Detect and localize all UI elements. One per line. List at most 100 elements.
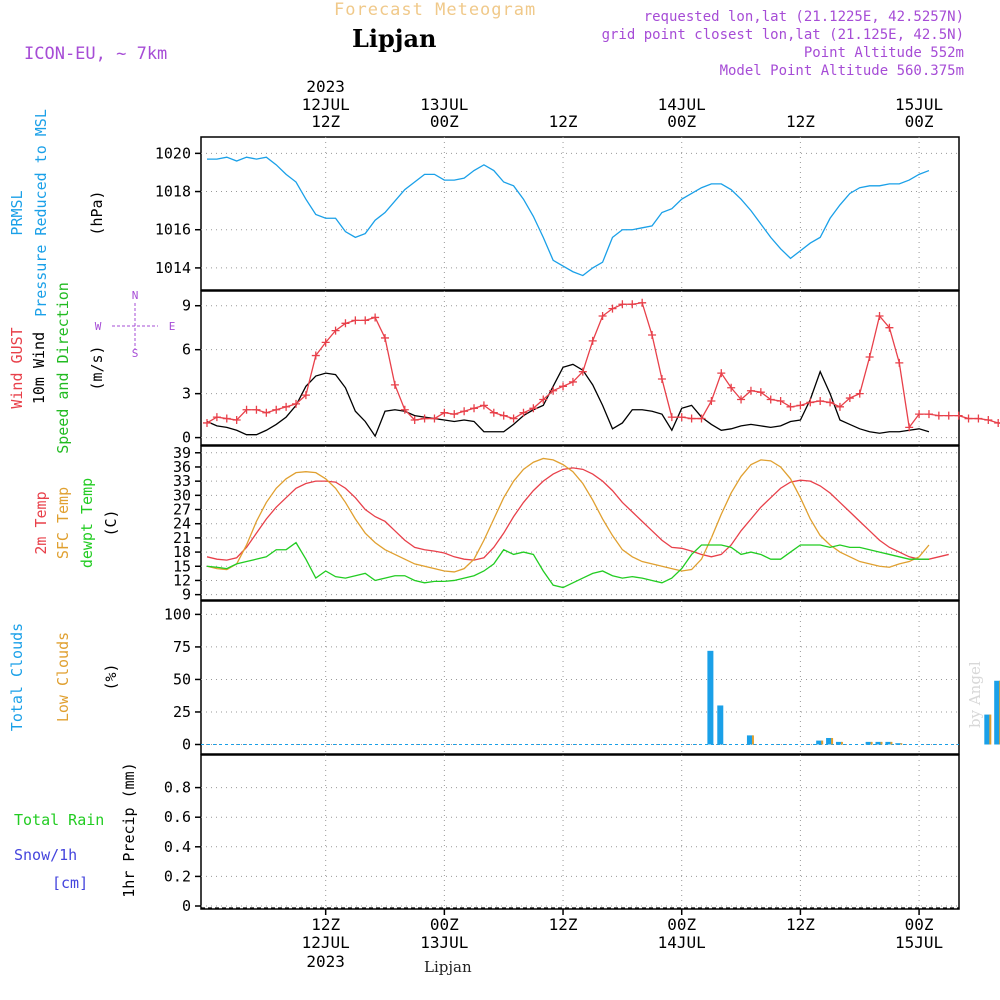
bar-total-clouds [717, 705, 724, 745]
bottom-date-label: 13JUL [420, 933, 468, 952]
gust-point [796, 401, 805, 410]
gust-point [915, 410, 924, 419]
gust-point [341, 319, 350, 328]
ytick-label: 0.8 [164, 779, 191, 797]
panel-frame-5 [200, 754, 960, 910]
gust-point [934, 411, 943, 420]
bar-total-clouds [746, 735, 753, 745]
bottom-time-label: 12Z [786, 915, 815, 934]
gust-point [262, 408, 271, 417]
gust-point [845, 394, 854, 403]
bar-low-clouds [821, 740, 824, 745]
gust-point [440, 408, 449, 417]
ytick-label: 9 [182, 297, 191, 315]
ytick-label: 1014 [155, 259, 191, 277]
model-point-altitude: Model Point Altitude 560.375m [719, 63, 964, 79]
top-date-label: 13JUL [420, 95, 468, 114]
axis-title-10m-wind: 10m Wind [30, 332, 48, 404]
ytick-label: 15 [173, 557, 191, 575]
legend-snow: Snow/1h [14, 846, 77, 864]
bottom-time-label: 00Z [430, 915, 459, 934]
compass-cross [112, 303, 158, 349]
bar-total-clouds [984, 714, 991, 745]
gust-point [618, 300, 627, 309]
grid-lonlat: grid point closest lon,lat (21.125E, 42.… [601, 27, 964, 43]
gust-point [331, 326, 340, 335]
gust-point [489, 408, 498, 417]
ytick-label: 18 [173, 543, 191, 561]
gust-point [519, 408, 528, 417]
gust-point [390, 380, 399, 389]
axis-title-prmsl: PRMSL [8, 190, 26, 235]
ytick-label: 39 [173, 444, 191, 462]
gust-point [549, 386, 558, 395]
panel-frame-4 [200, 600, 960, 755]
gust-point [707, 396, 716, 405]
gust-point [895, 358, 904, 367]
top-date-label: 12JUL [302, 95, 350, 114]
ytick-label: 36 [173, 458, 191, 476]
gust-point [529, 404, 538, 413]
gust-point [964, 414, 973, 423]
gust-point [746, 386, 755, 395]
gust-point [737, 395, 746, 404]
model-label: ICON-EU, ~ 7km [24, 44, 168, 64]
ytick-label: 0.6 [164, 808, 191, 826]
bottom-date-label: 15JUL [895, 933, 943, 952]
ytick-label: 30 [173, 486, 191, 504]
gust-point [272, 405, 281, 414]
ylabel-wind: (m/s) [88, 345, 106, 390]
bar-total-clouds [875, 741, 882, 745]
top-time-label: 00Z [667, 112, 696, 131]
gust-point [232, 416, 241, 425]
legend-snow-unit: [cm] [52, 874, 88, 892]
bar-total-clouds [895, 743, 902, 745]
bar-total-clouds [835, 741, 842, 745]
gust-point [301, 391, 310, 400]
ytick-label: 6 [182, 341, 191, 359]
bar-low-clouds [880, 741, 883, 745]
axis-title-wind-gust: Wind GUST [8, 327, 26, 408]
gust-point [450, 410, 459, 419]
ytick-label: 25 [173, 703, 191, 721]
gust-point [598, 311, 607, 320]
gust-point [865, 353, 874, 362]
ytick-label: 27 [173, 501, 191, 519]
top-date-label: 14JUL [658, 95, 706, 114]
axis-title-dewpt-temp: dewpt Temp [78, 478, 96, 568]
ytick-label: 21 [173, 529, 191, 547]
gust-point [855, 389, 864, 398]
gust-point [717, 369, 726, 378]
bottom-year-label: 2023 [306, 952, 345, 971]
gust-point [578, 367, 587, 376]
ytick-label: 75 [173, 638, 191, 656]
gust-point [499, 411, 508, 420]
gust-point [222, 414, 231, 423]
series-line-sfc-temp [206, 457, 930, 573]
panel-frame-2 [200, 290, 960, 446]
gust-point [994, 418, 1000, 427]
gust-point [430, 414, 439, 423]
top-time-label: 12Z [549, 112, 578, 131]
compass-e: E [169, 320, 176, 333]
bar-low-clouds [870, 741, 873, 745]
gust-point [756, 388, 765, 397]
bar-low-clouds [831, 737, 834, 745]
footer-location: Lipjan [424, 958, 472, 976]
bar-low-clouds [890, 741, 893, 745]
axis-title-total-clouds: Total Clouds [8, 623, 26, 731]
gust-point [203, 418, 211, 427]
gust-point [667, 413, 676, 422]
gust-point [974, 414, 983, 423]
series-line-prmsl [207, 156, 930, 277]
axis-title-low-clouds: Low Clouds [54, 632, 72, 722]
gust-point [608, 304, 617, 313]
gust-point [687, 414, 696, 423]
bottom-date-label: 14JUL [658, 933, 706, 952]
gust-point [420, 414, 429, 423]
gust-point [361, 316, 370, 325]
ytick-label: 33 [173, 472, 191, 490]
bar-total-clouds [707, 650, 714, 745]
bottom-time-label: 12Z [549, 915, 578, 934]
